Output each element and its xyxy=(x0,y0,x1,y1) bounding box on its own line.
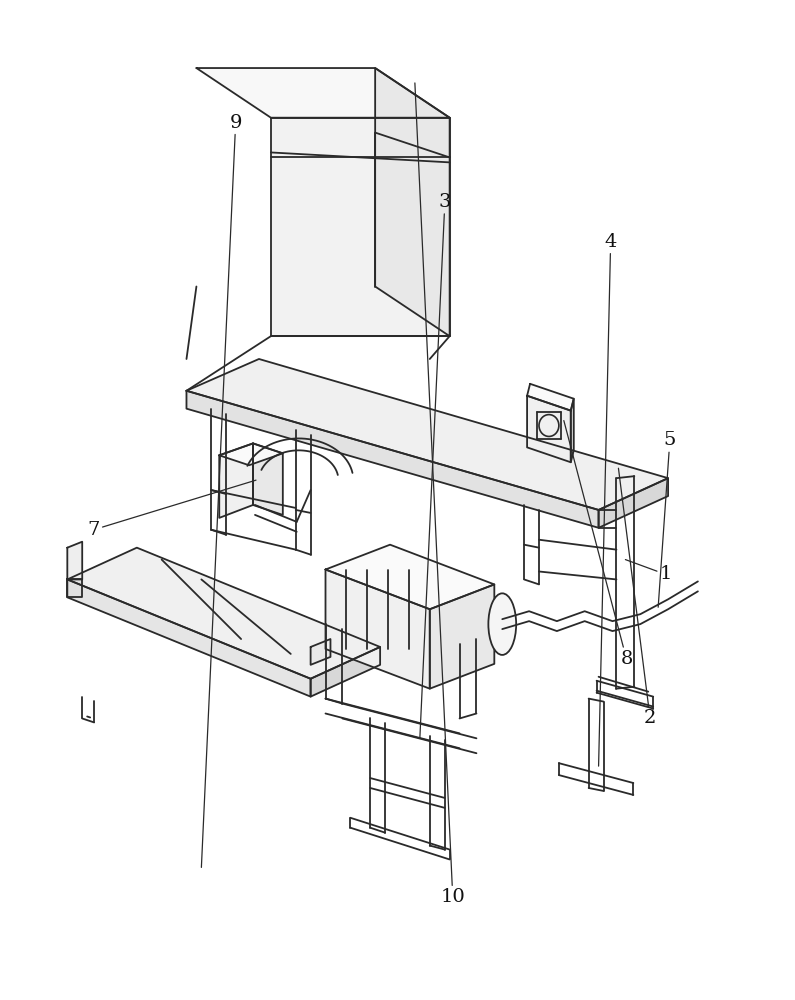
Polygon shape xyxy=(527,396,571,462)
Polygon shape xyxy=(196,68,450,118)
Polygon shape xyxy=(68,579,311,697)
Text: 4: 4 xyxy=(599,233,617,766)
Text: 1: 1 xyxy=(626,560,672,583)
Text: 10: 10 xyxy=(415,83,465,906)
Ellipse shape xyxy=(488,593,516,655)
Polygon shape xyxy=(430,584,494,689)
Polygon shape xyxy=(187,391,599,528)
Polygon shape xyxy=(219,443,283,465)
Polygon shape xyxy=(253,443,283,515)
Text: 2: 2 xyxy=(619,468,657,727)
Polygon shape xyxy=(571,399,574,462)
Text: 3: 3 xyxy=(420,193,451,738)
Text: 8: 8 xyxy=(564,421,633,668)
Polygon shape xyxy=(311,639,331,665)
Polygon shape xyxy=(599,478,668,528)
Polygon shape xyxy=(325,570,430,689)
Polygon shape xyxy=(68,579,82,597)
Polygon shape xyxy=(375,68,450,336)
Text: 9: 9 xyxy=(201,114,242,867)
Polygon shape xyxy=(311,647,380,697)
Polygon shape xyxy=(527,384,574,411)
Polygon shape xyxy=(219,443,253,518)
Polygon shape xyxy=(271,118,450,336)
Polygon shape xyxy=(68,542,82,579)
Text: 5: 5 xyxy=(658,431,676,607)
Text: 7: 7 xyxy=(87,480,256,539)
Polygon shape xyxy=(325,545,494,609)
Polygon shape xyxy=(68,548,380,679)
Polygon shape xyxy=(187,359,668,510)
